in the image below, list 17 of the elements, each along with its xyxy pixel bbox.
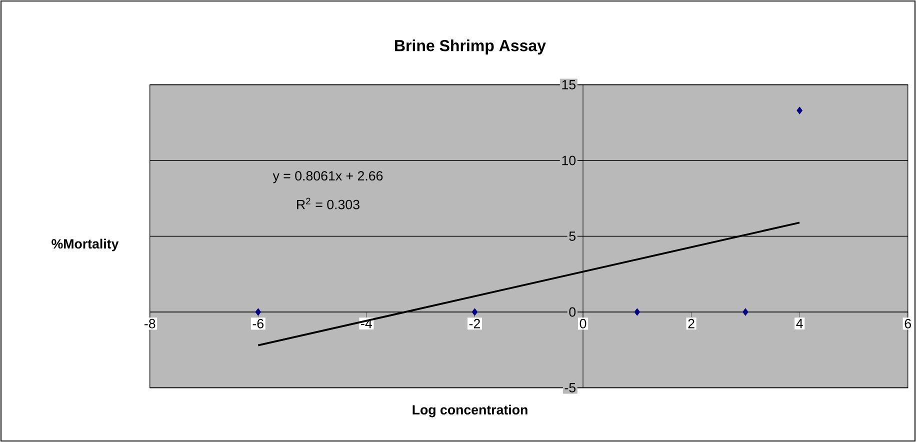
y-tick-label: -5 — [564, 383, 576, 392]
y-tick-label: 10 — [562, 156, 576, 166]
y-axis-title: %Mortality — [52, 238, 119, 252]
x-tick-label: 6 — [904, 318, 911, 328]
annotation: y = 0.8061x + 2.66 — [272, 171, 383, 184]
x-tick-label: 2 — [688, 318, 694, 328]
annotation: R$^{2}$ = 0.303 — [297, 198, 360, 210]
x-tick-label: -6 — [252, 318, 264, 328]
x-tick-label: -8 — [144, 318, 156, 328]
x-axis-title: Log concentration — [412, 404, 528, 418]
x-tick-label: 4 — [796, 318, 803, 328]
x-tick-label: -2 — [469, 318, 480, 328]
y-tick-label: 5 — [569, 232, 576, 241]
chart-title: Brine Shrimp Assay — [395, 40, 546, 54]
y-tick-label: 15 — [562, 80, 576, 90]
x-tick-label: 0 — [580, 318, 586, 328]
y-tick-label: 0 — [569, 307, 576, 317]
